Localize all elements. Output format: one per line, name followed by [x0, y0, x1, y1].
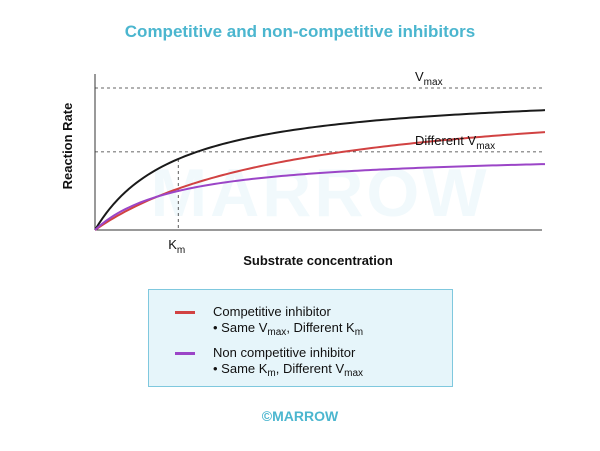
footer-copyright: ©MARROW — [261, 408, 339, 424]
curve-noncompetitive — [94, 163, 546, 231]
legend-note: • Same Km, Different Vmax — [213, 361, 364, 379]
legend-swatch-competitive — [175, 311, 195, 314]
legend-label: Competitive inhibitor — [213, 304, 331, 319]
reference-label-1: Different Vmax — [415, 133, 495, 152]
legend: Competitive inhibitor • Same Vmax, Diffe… — [148, 289, 453, 387]
y-axis-label: Reaction Rate — [60, 103, 75, 190]
legend-note: • Same Vmax, Different Km — [213, 320, 364, 338]
curve-no_inhibitor — [94, 109, 546, 231]
chart-title: Competitive and non-competitive inhibito… — [124, 22, 476, 41]
x-axis-label: Substrate concentration — [243, 253, 393, 268]
legend-label: Non competitive inhibitor — [213, 345, 356, 360]
km-label: Km — [168, 237, 185, 256]
legend-swatch-noncompetitive — [175, 352, 195, 355]
reference-label-0: Vmax — [415, 69, 443, 88]
curve-competitive — [94, 131, 546, 231]
